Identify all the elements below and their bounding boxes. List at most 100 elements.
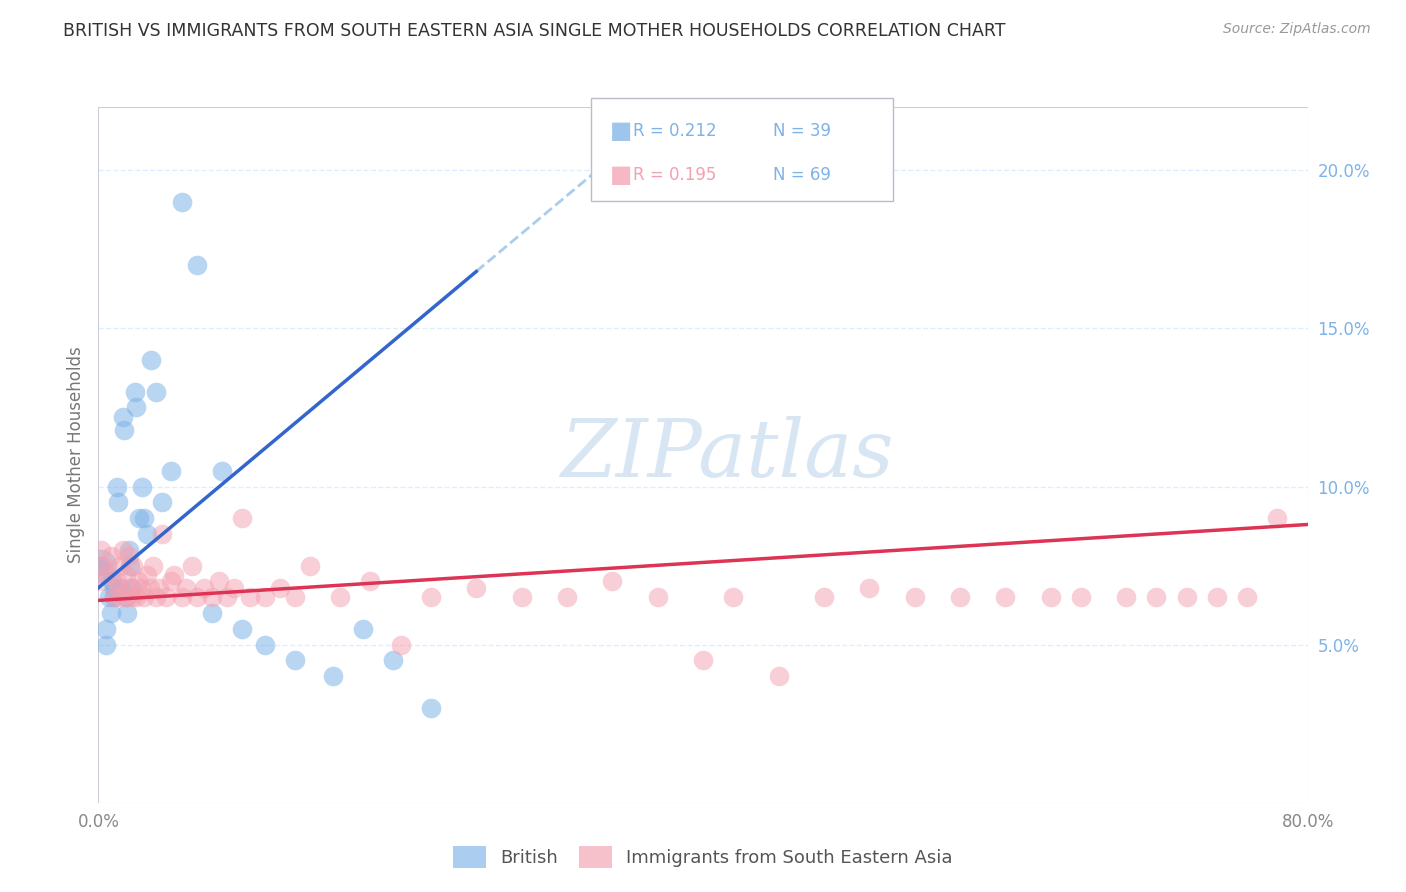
- Point: [382, 653, 405, 667]
- Point: [949, 591, 972, 605]
- Point: [131, 479, 153, 493]
- Point: [150, 495, 173, 509]
- Point: [299, 558, 322, 573]
- Point: [111, 409, 134, 424]
- Point: [269, 581, 291, 595]
- Point: [1115, 591, 1137, 605]
- Point: [125, 401, 148, 415]
- Point: [94, 638, 117, 652]
- Point: [112, 423, 135, 437]
- Point: [132, 511, 155, 525]
- Point: [231, 511, 253, 525]
- Point: [231, 622, 253, 636]
- Point: [139, 581, 162, 595]
- Point: [96, 568, 118, 582]
- Point: [1236, 591, 1258, 605]
- Point: [420, 591, 443, 605]
- Text: ■: ■: [610, 163, 633, 187]
- Text: N = 39: N = 39: [773, 122, 831, 140]
- Point: [110, 581, 132, 595]
- Point: [100, 606, 122, 620]
- Point: [108, 558, 131, 573]
- Point: [90, 542, 112, 557]
- Point: [89, 568, 111, 582]
- Point: [132, 591, 155, 605]
- Point: [208, 574, 231, 589]
- Point: [115, 591, 138, 605]
- Point: [170, 194, 193, 209]
- Text: R = 0.195: R = 0.195: [633, 166, 716, 184]
- Point: [103, 581, 125, 595]
- Point: [647, 591, 669, 605]
- Point: [224, 581, 246, 595]
- Point: [120, 581, 142, 595]
- Point: [186, 591, 208, 605]
- Point: [142, 558, 165, 573]
- Text: N = 69: N = 69: [773, 166, 831, 184]
- Point: [89, 558, 111, 573]
- Point: [1175, 591, 1198, 605]
- Point: [465, 581, 488, 595]
- Point: [768, 669, 790, 683]
- Point: [186, 258, 208, 272]
- Point: [105, 479, 128, 493]
- Point: [125, 591, 148, 605]
- Point: [994, 591, 1017, 605]
- Point: [111, 542, 134, 557]
- Point: [118, 549, 141, 563]
- Point: [121, 591, 143, 605]
- Point: [114, 568, 136, 582]
- Point: [98, 591, 121, 605]
- Point: [1039, 591, 1062, 605]
- Point: [135, 527, 157, 541]
- Point: [239, 591, 262, 605]
- Point: [127, 574, 149, 589]
- Point: [103, 591, 125, 605]
- Point: [813, 591, 835, 605]
- Point: [141, 353, 163, 368]
- Point: [100, 549, 122, 563]
- Point: [155, 591, 177, 605]
- Point: [1144, 591, 1167, 605]
- Point: [253, 591, 276, 605]
- Point: [145, 384, 167, 399]
- Point: [160, 574, 183, 589]
- Point: [105, 574, 128, 589]
- Point: [115, 606, 138, 620]
- Point: [121, 581, 143, 595]
- Point: [181, 558, 204, 573]
- Point: [602, 574, 624, 589]
- Text: BRITISH VS IMMIGRANTS FROM SOUTH EASTERN ASIA SINGLE MOTHER HOUSEHOLDS CORRELATI: BRITISH VS IMMIGRANTS FROM SOUTH EASTERN…: [63, 22, 1005, 40]
- Point: [170, 591, 193, 605]
- Point: [352, 622, 374, 636]
- Point: [201, 591, 224, 605]
- Point: [107, 581, 129, 595]
- Point: [120, 558, 142, 573]
- Point: [122, 558, 145, 573]
- Text: Source: ZipAtlas.com: Source: ZipAtlas.com: [1223, 22, 1371, 37]
- Text: ■: ■: [610, 119, 633, 143]
- Point: [723, 591, 745, 605]
- Point: [360, 574, 382, 589]
- Point: [129, 581, 152, 595]
- Point: [135, 568, 157, 582]
- Point: [1070, 591, 1092, 605]
- Point: [118, 542, 141, 557]
- Point: [284, 653, 307, 667]
- Point: [93, 558, 115, 573]
- Point: [94, 622, 117, 636]
- Point: [211, 464, 233, 478]
- Point: [160, 464, 183, 478]
- Point: [420, 701, 443, 715]
- Point: [389, 638, 412, 652]
- Point: [128, 511, 150, 525]
- Point: [692, 653, 714, 667]
- Point: [284, 591, 307, 605]
- Point: [201, 606, 224, 620]
- Point: [215, 591, 238, 605]
- Point: [110, 591, 132, 605]
- Point: [124, 384, 146, 399]
- Point: [555, 591, 578, 605]
- Point: [145, 591, 167, 605]
- Point: [148, 581, 170, 595]
